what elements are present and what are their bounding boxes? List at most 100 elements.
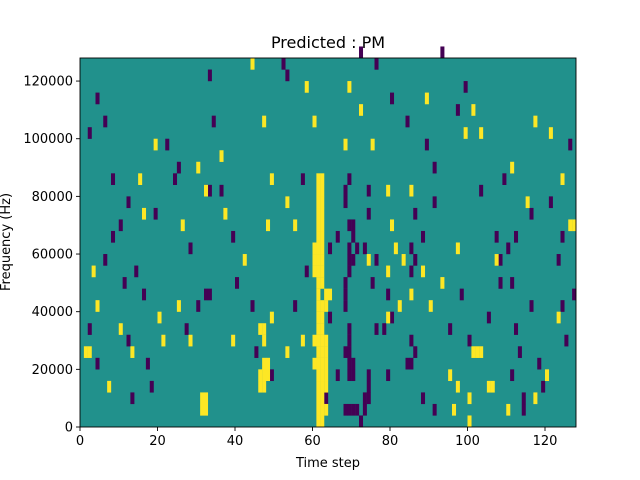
heatmap-cell-low	[409, 334, 414, 347]
heatmap-cell-low	[390, 92, 395, 105]
heatmap-cell-low	[486, 311, 491, 324]
heatmap-cell-high	[316, 196, 321, 209]
heatmap-cell-high	[471, 104, 476, 116]
heatmap-cell-high	[440, 277, 445, 289]
chart-title: Predicted : PM	[271, 33, 385, 52]
heatmap-cell-high	[343, 138, 348, 151]
heatmap-cell-low	[207, 69, 212, 82]
heatmap-cell-high	[320, 265, 325, 278]
heatmap-cell-low	[548, 196, 553, 209]
heatmap-cell-high	[316, 346, 321, 358]
heatmap-cell-high	[153, 138, 158, 151]
heatmap-cell-high	[196, 161, 201, 174]
heatmap-cell-low	[510, 277, 515, 289]
heatmap-cell-high	[320, 173, 325, 185]
heatmap-cell-high	[448, 369, 453, 382]
heatmap-cell-low	[409, 242, 414, 255]
heatmap-cells	[80, 46, 577, 428]
heatmap-cell-low	[351, 369, 356, 382]
heatmap-cell-high	[266, 357, 271, 370]
heatmap-cell-high	[312, 357, 317, 370]
heatmap-cell-low	[347, 242, 352, 255]
heatmap-cell-high	[401, 254, 406, 266]
heatmap-cell-low	[529, 207, 534, 220]
heatmap-cell-high	[525, 196, 530, 209]
heatmap-cell-high	[316, 277, 321, 289]
heatmap-cell-high	[316, 300, 321, 312]
heatmap-cell-low	[343, 300, 348, 312]
heatmap-cell-low	[390, 311, 395, 324]
heatmap-cell-low	[498, 277, 503, 289]
heatmap-cell-high	[219, 150, 224, 162]
heatmap-cell-high	[258, 380, 263, 393]
heatmap-cell-high	[320, 254, 325, 266]
y-tick-label: 120000	[23, 75, 73, 90]
heatmap-cell-high	[490, 380, 495, 393]
heatmap-cell-low	[564, 334, 569, 347]
heatmap-cell-high	[316, 334, 321, 347]
heatmap-cell-low	[448, 323, 453, 335]
heatmap-cell-low	[374, 58, 379, 70]
heatmap-cell-low	[145, 357, 150, 370]
heatmap-cell-low	[281, 58, 286, 70]
heatmap-cell-high	[316, 173, 321, 185]
heatmap-cell-high	[320, 196, 325, 209]
heatmap-cell-high	[510, 161, 515, 174]
heatmap-cell-high	[200, 392, 205, 405]
heatmap-cell-high	[138, 173, 143, 185]
heatmap-cell-high	[316, 242, 321, 255]
heatmap-cell-low	[366, 184, 371, 197]
heatmap-cell-low	[560, 230, 565, 243]
heatmap-cell-high	[95, 300, 100, 312]
heatmap-cell-high	[479, 127, 484, 139]
heatmap-cell-high	[262, 380, 267, 393]
heatmap-cell-low	[374, 254, 379, 266]
heatmap-cell-low	[211, 115, 216, 128]
heatmap-cell-low	[351, 230, 356, 243]
heatmap-cell-low	[347, 323, 352, 335]
heatmap-cell-high	[320, 357, 325, 370]
heatmap-cell-high	[366, 254, 371, 266]
heatmap-cell-low	[304, 265, 309, 278]
heatmap-cell-low	[343, 277, 348, 289]
heatmap-cell-low	[103, 115, 108, 128]
heatmap-cell-low	[126, 196, 131, 209]
heatmap-cell-low	[184, 323, 189, 335]
heatmap-cell-low	[231, 230, 236, 243]
heatmap-cell-low	[413, 254, 418, 266]
heatmap-cell-low	[343, 196, 348, 209]
heatmap-cell-low	[254, 346, 259, 358]
heatmap-cell-low	[347, 254, 352, 266]
heatmap-cell-low	[409, 357, 414, 370]
heatmap-cell-high	[83, 346, 88, 358]
y-tick-label: 80000	[32, 190, 73, 205]
heatmap-cell-low	[87, 323, 92, 335]
heatmap-cell-high	[316, 254, 321, 266]
heatmap-cell-low	[300, 173, 305, 185]
heatmap-cell-high	[312, 115, 317, 128]
heatmap-cell-low	[351, 357, 356, 370]
heatmap-cell-high	[87, 346, 92, 358]
y-tick-label: 40000	[32, 305, 73, 320]
heatmap-cell-low	[502, 173, 507, 185]
heatmap-cell-low	[153, 207, 158, 220]
y-tick-label: 60000	[32, 248, 73, 263]
heatmap-cell-high	[312, 265, 317, 278]
heatmap-cell-low	[572, 288, 577, 301]
heatmap-cell-high	[475, 346, 480, 358]
heatmap-cell-low	[366, 207, 371, 220]
heatmap-cell-high	[324, 300, 329, 312]
heatmap-cell-high	[324, 288, 329, 301]
heatmap-cell-low	[173, 173, 178, 185]
heatmap-cell-low	[351, 254, 356, 266]
x-tick-label: 80	[382, 434, 399, 449]
heatmap-cell-high	[266, 369, 271, 382]
heatmap-cell-high	[262, 323, 267, 335]
heatmap-cell-low	[521, 392, 526, 405]
heatmap-cell-high	[269, 311, 274, 324]
heatmap-cell-high	[320, 311, 325, 324]
heatmap-cell-low	[421, 392, 426, 405]
heatmap-cell-low	[517, 346, 522, 358]
heatmap-cell-high	[285, 196, 290, 209]
heatmap-cell-high	[262, 334, 267, 347]
